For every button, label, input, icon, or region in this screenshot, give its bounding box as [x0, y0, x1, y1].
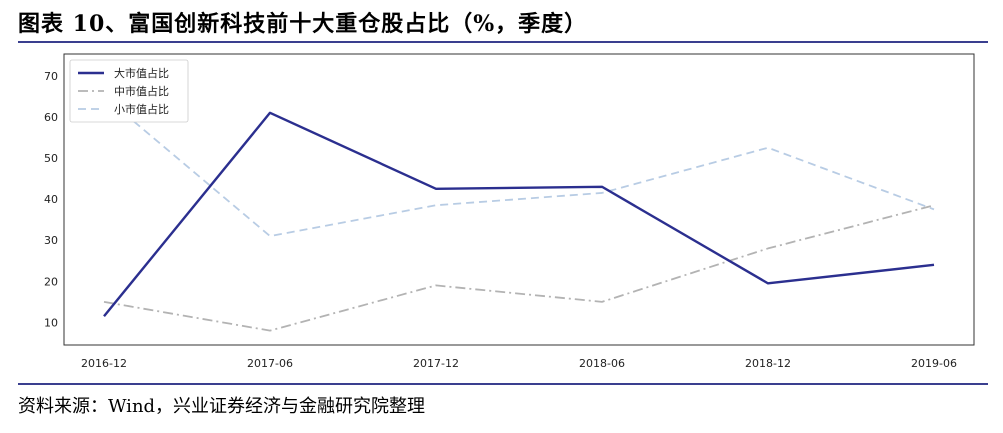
y-tick-label: 50 — [44, 152, 58, 165]
series-line-2 — [103, 95, 935, 237]
x-tick-label: 2016-12 — [81, 357, 127, 370]
y-tick-label: 30 — [44, 234, 58, 247]
y-axis-ticks: 10 20 30 40 50 60 70 — [44, 70, 58, 330]
series-line-1 — [103, 204, 935, 332]
y-tick-label: 20 — [44, 275, 58, 288]
plot-frame — [63, 53, 975, 346]
y-tick-label: 10 — [44, 316, 58, 329]
series-layer — [103, 95, 935, 332]
y-tick-label: 60 — [44, 111, 58, 124]
source-rule — [18, 383, 988, 385]
series-line-0 — [103, 111, 935, 317]
x-tick-label: 2018-06 — [579, 357, 625, 370]
x-tick-label: 2019-06 — [911, 357, 957, 370]
legend-box — [69, 59, 189, 123]
y-tick-label: 40 — [44, 193, 58, 206]
x-tick-label: 2017-06 — [247, 357, 293, 370]
x-axis-ticks: 2016-12 2017-06 2017-12 2018-06 2018-12 2019-… — [81, 357, 957, 370]
legend-label-1: 中市值占比 — [114, 84, 169, 98]
figure-title: 图表 10、富国创新科技前十大重仓股占比（%，季度） — [18, 11, 588, 37]
y-tick-label: 70 — [44, 70, 58, 83]
legend-label-0: 大市值占比 — [114, 66, 169, 80]
source-note: 资料来源：Wind，兴业证券经济与金融研究院整理 — [18, 396, 426, 417]
title-rule — [18, 41, 988, 43]
x-tick-label: 2017-12 — [413, 357, 459, 370]
legend-label-2: 小市值占比 — [114, 102, 169, 116]
x-tick-label: 2018-12 — [745, 357, 791, 370]
